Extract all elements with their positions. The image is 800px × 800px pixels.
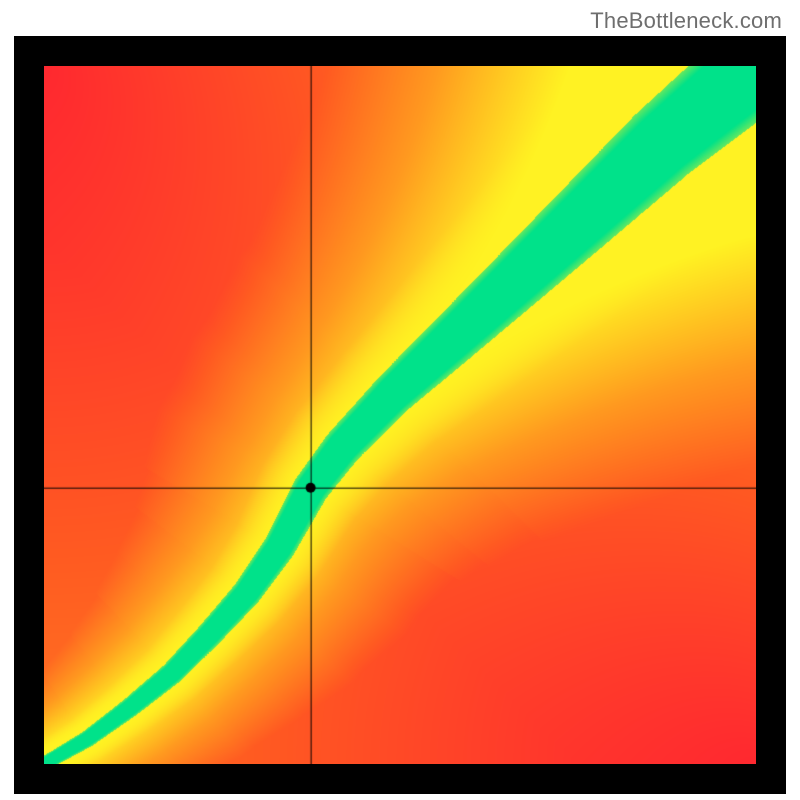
- heatmap-canvas-wrap: [44, 66, 756, 764]
- watermark-text: TheBottleneck.com: [590, 8, 782, 34]
- heatmap-canvas: [44, 66, 756, 764]
- figure-container: TheBottleneck.com: [0, 0, 800, 800]
